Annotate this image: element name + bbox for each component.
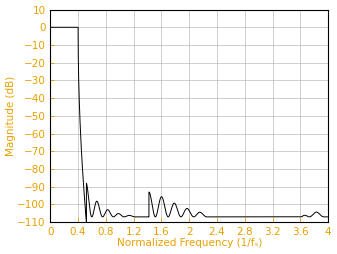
X-axis label: Normalized Frequency (1/fₛ): Normalized Frequency (1/fₛ) xyxy=(117,239,262,248)
Y-axis label: Magnitude (dB): Magnitude (dB) xyxy=(5,76,16,156)
